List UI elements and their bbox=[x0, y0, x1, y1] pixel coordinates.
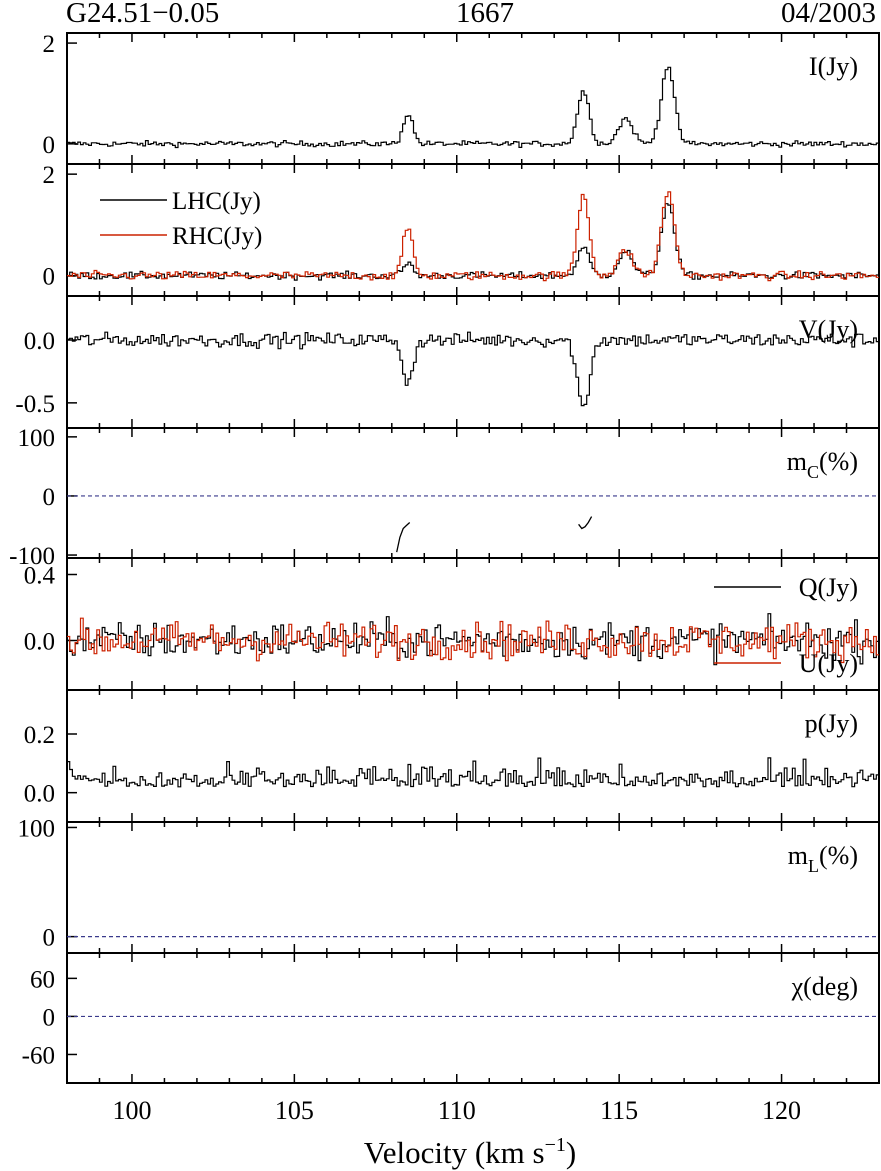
source-name: G24.51−0.05 bbox=[66, 0, 219, 29]
y-tick-label: 0.2 bbox=[24, 722, 55, 749]
y-tick-label: 0.0 bbox=[24, 629, 55, 656]
legend-entry-red: RHC(Jy) bbox=[172, 223, 262, 250]
panel-mL: 100 0 mL(%) bbox=[18, 815, 880, 954]
panel-V-x-ticks bbox=[66, 296, 880, 428]
legend-entry-black: Q(Jy) bbox=[799, 573, 858, 602]
legend-entry-red: U(Jy) bbox=[799, 649, 858, 678]
label-main: m bbox=[788, 841, 808, 870]
panel-QU-series-black-line bbox=[67, 613, 879, 666]
panel-QU-frame bbox=[66, 557, 880, 691]
panel-V-label: V(Jy) bbox=[799, 315, 858, 344]
label-subscript: C bbox=[807, 462, 819, 482]
panel-mL-label: mL(%) bbox=[788, 841, 858, 876]
y-tick-label: -0.5 bbox=[15, 391, 55, 418]
panel-p-series-black-line bbox=[67, 757, 879, 788]
y-tick-label: 0 bbox=[43, 484, 56, 511]
y-tick-label: 0 bbox=[43, 132, 56, 159]
panel-QU-series-red-line bbox=[67, 617, 879, 664]
x-axis-label-close: ) bbox=[566, 1135, 576, 1170]
panel-QU-y-axis: 0.4 0.0 bbox=[24, 563, 77, 656]
panel-LR-series-black-line bbox=[67, 203, 879, 281]
panel-mC-label: mC(%) bbox=[787, 447, 858, 482]
panel-mL-frame bbox=[66, 821, 880, 954]
x-tick-label: 120 bbox=[762, 1096, 801, 1125]
panel-p-frame bbox=[66, 689, 880, 823]
frequency-label: 1667 bbox=[456, 0, 514, 29]
panel-QU-x-ticks bbox=[66, 558, 880, 690]
panel-mC-segment bbox=[396, 522, 411, 553]
panel-V-frame bbox=[66, 295, 880, 429]
panel-I-series-black-line bbox=[67, 66, 879, 149]
y-tick-label: 0 bbox=[43, 1004, 56, 1031]
panel-LR-series-red-line bbox=[67, 191, 879, 282]
y-tick-label: -100 bbox=[9, 543, 55, 570]
panel-I-y-axis: 02 bbox=[43, 31, 77, 159]
panel-mL-y-axis: 100 0 bbox=[18, 815, 77, 952]
panel-mC-segment bbox=[578, 516, 593, 530]
panel-p-x-ticks bbox=[66, 690, 880, 822]
x-tick-label: 105 bbox=[275, 1096, 314, 1125]
panel-V-y-axis: 0.0 -0.5 bbox=[15, 328, 77, 418]
x-tick-label: 115 bbox=[600, 1096, 638, 1125]
panel-QU: 0.4 0.0 Q(Jy) U(Jy) bbox=[24, 557, 880, 691]
y-tick-label: 0 bbox=[43, 264, 56, 291]
x-tick-label: 100 bbox=[112, 1096, 151, 1125]
panel-p-y-axis: 0.2 0.0 bbox=[24, 722, 77, 808]
x-axis-label-exponent: −1 bbox=[545, 1134, 566, 1156]
y-tick-label: 100 bbox=[18, 425, 56, 452]
panel-mC-frame bbox=[66, 427, 880, 559]
panel-LR-y-axis: 02 bbox=[43, 162, 77, 291]
label-main: m bbox=[787, 447, 807, 476]
y-tick-label: -60 bbox=[22, 1042, 55, 1069]
panel-chi: 60 0 -60 χ(deg) bbox=[22, 952, 880, 1084]
y-tick-label: 60 bbox=[30, 966, 55, 993]
y-tick-label: 2 bbox=[43, 162, 56, 189]
y-tick-label: 0.0 bbox=[24, 781, 55, 808]
y-tick-label: 0 bbox=[43, 925, 56, 952]
panel-mC-x-ticks bbox=[66, 428, 880, 558]
panel-chi-y-axis: 60 0 -60 bbox=[22, 966, 77, 1069]
panel-mL-x-ticks bbox=[66, 822, 880, 953]
label-subscript: L bbox=[808, 856, 819, 876]
epoch-date: 04/2003 bbox=[781, 0, 876, 29]
label-unit: (%) bbox=[819, 447, 858, 476]
x-axis-label-main: Velocity (km s bbox=[364, 1135, 545, 1170]
panel-p: 0.2 0.0 p(Jy) bbox=[24, 689, 880, 823]
x-axis: Velocity (km s−1) 100 105 110 115 120 bbox=[112, 1096, 801, 1170]
panel-I-x-ticks bbox=[66, 33, 880, 164]
x-tick-label: 110 bbox=[438, 1096, 476, 1125]
panel-chi-frame bbox=[66, 952, 880, 1084]
label-unit: (%) bbox=[819, 841, 858, 870]
panels: 02I(Jy)02LHC(Jy)RHC(Jy)0.0-0.5V(Jy)1000-… bbox=[9, 31, 880, 1084]
panel-p-label: p(Jy) bbox=[805, 709, 858, 738]
y-tick-label: 0.4 bbox=[24, 563, 56, 590]
panel-I: 02I(Jy) bbox=[43, 31, 880, 165]
panel-V-series-black-line bbox=[67, 331, 879, 407]
x-axis-label: Velocity (km s−1) bbox=[364, 1134, 576, 1170]
y-tick-label: 2 bbox=[43, 31, 56, 58]
panel-chi-label: χ(deg) bbox=[791, 972, 858, 1001]
y-tick-label: 100 bbox=[18, 815, 56, 842]
chart-header: G24.51−0.05 1667 04/2003 bbox=[66, 0, 876, 29]
panel-mC-y-axis: 100 0 -100 bbox=[9, 425, 77, 570]
panel-I-label: I(Jy) bbox=[809, 52, 858, 81]
panel-mC: 100 0 -100 mC(%) bbox=[9, 425, 880, 570]
panel-chi-x-ticks bbox=[66, 953, 880, 1083]
y-tick-label: 0.0 bbox=[24, 328, 55, 355]
legend-entry-black: LHC(Jy) bbox=[172, 188, 261, 215]
panel-V: 0.0 -0.5 V(Jy) bbox=[15, 295, 880, 429]
